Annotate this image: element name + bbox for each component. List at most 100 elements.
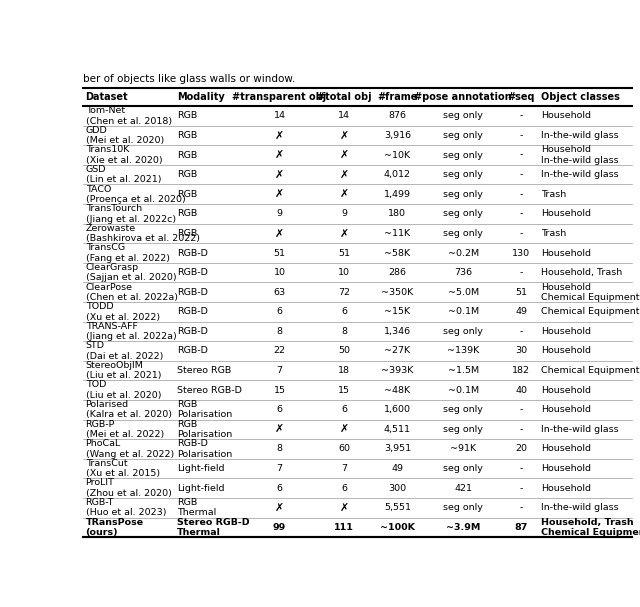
Text: seg only: seg only (444, 464, 483, 473)
Text: ~15K: ~15K (384, 307, 410, 316)
Text: 286: 286 (388, 268, 406, 277)
Text: ✗: ✗ (275, 131, 284, 140)
Text: -: - (520, 503, 523, 512)
Text: seg only: seg only (444, 425, 483, 434)
Text: Stereo RGB: Stereo RGB (177, 366, 231, 375)
Text: ~350K: ~350K (381, 288, 413, 297)
Text: 87: 87 (515, 523, 528, 532)
Text: -: - (520, 111, 523, 120)
Text: Household: Household (541, 327, 591, 336)
Text: 8: 8 (341, 327, 348, 336)
Text: -: - (520, 425, 523, 434)
Text: ~3.9M: ~3.9M (446, 523, 481, 532)
Text: RGB-D: RGB-D (177, 327, 208, 336)
Text: -: - (520, 268, 523, 277)
Text: RGB: RGB (177, 209, 197, 219)
Text: Trash: Trash (541, 190, 566, 198)
Text: Light-field: Light-field (177, 484, 225, 493)
Text: 30: 30 (515, 347, 527, 356)
Text: 182: 182 (513, 366, 531, 375)
Text: RGB
Polarisation: RGB Polarisation (177, 419, 232, 439)
Text: Household
In-the-wild glass: Household In-the-wild glass (541, 145, 619, 164)
Text: Household: Household (541, 385, 591, 395)
Text: 15: 15 (339, 385, 350, 395)
Text: Household: Household (541, 111, 591, 120)
Text: ✗: ✗ (340, 503, 349, 513)
Text: Household, Trash
Chemical Equipment: Household, Trash Chemical Equipment (541, 518, 640, 537)
Text: Polarised
(Kalra et al. 2020): Polarised (Kalra et al. 2020) (86, 400, 172, 419)
Text: ~393K: ~393K (381, 366, 413, 375)
Text: 7: 7 (276, 464, 283, 473)
Text: ~0.1M: ~0.1M (447, 307, 479, 316)
Text: RGB: RGB (177, 111, 197, 120)
Text: 51: 51 (515, 288, 527, 297)
Text: GSD
(Lin et al. 2021): GSD (Lin et al. 2021) (86, 165, 161, 185)
Text: Stereo RGB-D: Stereo RGB-D (177, 385, 242, 395)
Text: RGB-P
(Mei et al. 2022): RGB-P (Mei et al. 2022) (86, 419, 164, 439)
Text: 60: 60 (339, 444, 350, 453)
Text: -: - (520, 464, 523, 473)
Text: RGB
Polarisation: RGB Polarisation (177, 400, 232, 419)
Text: Chemical Equipment: Chemical Equipment (541, 366, 640, 375)
Text: 3,916: 3,916 (384, 131, 411, 140)
Text: 14: 14 (339, 111, 350, 120)
Text: StereoObjIM
(Liu et al. 2021): StereoObjIM (Liu et al. 2021) (86, 361, 161, 381)
Text: ~11K: ~11K (384, 229, 410, 238)
Text: RGB-D: RGB-D (177, 288, 208, 297)
Text: RGB: RGB (177, 229, 197, 238)
Text: 22: 22 (273, 347, 285, 356)
Text: 180: 180 (388, 209, 406, 219)
Text: seg only: seg only (444, 190, 483, 198)
Text: 9: 9 (276, 209, 283, 219)
Text: RGB-D: RGB-D (177, 248, 208, 257)
Text: ~48K: ~48K (384, 385, 410, 395)
Text: Household: Household (541, 444, 591, 453)
Text: 6: 6 (276, 405, 283, 415)
Text: seg only: seg only (444, 209, 483, 219)
Text: Household
Chemical Equipment: Household Chemical Equipment (541, 282, 640, 302)
Text: 1,600: 1,600 (384, 405, 411, 415)
Text: ClearGrasp
(Sajjan et al. 2020): ClearGrasp (Sajjan et al. 2020) (86, 263, 176, 282)
Text: -: - (520, 170, 523, 179)
Text: GDD
(Mei et al. 2020): GDD (Mei et al. 2020) (86, 126, 164, 145)
Text: ~0.1M: ~0.1M (447, 385, 479, 395)
Text: In-the-wild glass: In-the-wild glass (541, 503, 619, 512)
Text: seg only: seg only (444, 151, 483, 160)
Text: ✗: ✗ (340, 228, 349, 239)
Text: In-the-wild glass: In-the-wild glass (541, 131, 619, 140)
Text: seg only: seg only (444, 229, 483, 238)
Text: 8: 8 (276, 444, 283, 453)
Text: TOD
(Liu et al. 2020): TOD (Liu et al. 2020) (86, 381, 161, 400)
Text: seg only: seg only (444, 503, 483, 512)
Text: ✗: ✗ (340, 424, 349, 435)
Text: 6: 6 (341, 405, 348, 415)
Text: 111: 111 (334, 523, 354, 532)
Text: 4,012: 4,012 (384, 170, 411, 179)
Text: 4,511: 4,511 (384, 425, 411, 434)
Text: 51: 51 (273, 248, 285, 257)
Text: Stereo RGB-D
Thermal: Stereo RGB-D Thermal (177, 518, 250, 537)
Text: ✗: ✗ (275, 503, 284, 513)
Text: ~1.5M: ~1.5M (447, 366, 479, 375)
Text: ✗: ✗ (275, 150, 284, 160)
Text: Modality: Modality (177, 92, 225, 102)
Text: Zerowaste
(Bashkirova et al. 2022): Zerowaste (Bashkirova et al. 2022) (86, 224, 200, 243)
Text: ~10K: ~10K (384, 151, 410, 160)
Text: -: - (520, 229, 523, 238)
Text: TransCut
(Xu et al. 2015): TransCut (Xu et al. 2015) (86, 459, 160, 478)
Text: seg only: seg only (444, 111, 483, 120)
Text: ✗: ✗ (340, 131, 349, 140)
Text: RGB-D: RGB-D (177, 268, 208, 277)
Text: 14: 14 (273, 111, 285, 120)
Text: -: - (520, 327, 523, 336)
Text: ~27K: ~27K (384, 347, 410, 356)
Text: 20: 20 (515, 444, 527, 453)
Text: #transparent obj: #transparent obj (232, 92, 326, 102)
Text: -: - (520, 484, 523, 493)
Text: 72: 72 (339, 288, 350, 297)
Text: Household: Household (541, 248, 591, 257)
Text: Dataset: Dataset (86, 92, 128, 102)
Text: Household: Household (541, 484, 591, 493)
Text: TransTourch
(Jiang et al. 2022c): TransTourch (Jiang et al. 2022c) (86, 204, 176, 223)
Text: ✗: ✗ (275, 228, 284, 239)
